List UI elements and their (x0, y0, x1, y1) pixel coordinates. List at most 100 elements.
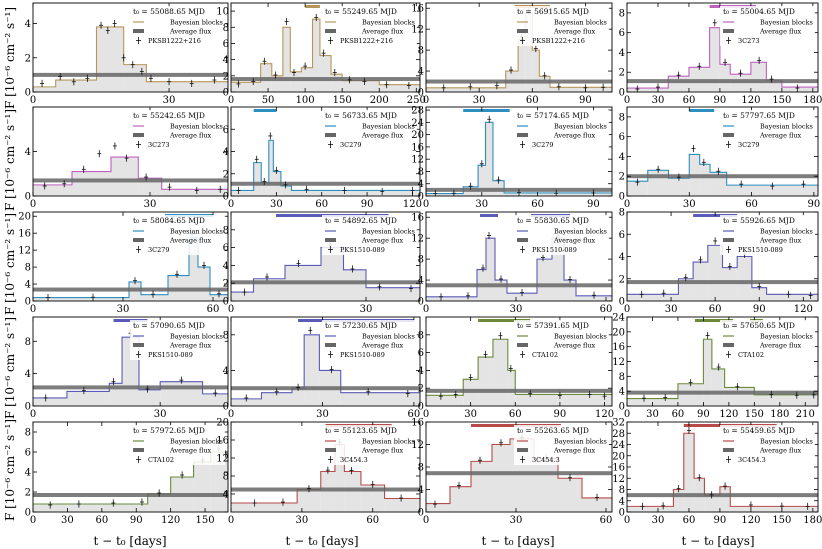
panel-1-data-point-6 (105, 26, 110, 34)
panel-16-ytick-label-4: 12 (612, 357, 625, 368)
panel-20-xtick-label-3: 60 (683, 515, 696, 526)
panel-2-block-fill-11 (379, 84, 420, 92)
panel-12-block-fill-1 (627, 294, 679, 301)
panel-17-frame (32, 421, 229, 513)
panel-11-legend-avg-swatch (517, 238, 528, 242)
panel-9-block-fill-7 (210, 294, 228, 301)
panel-5-data-point-6 (124, 154, 129, 162)
panel-16-flare-bar-1 (694, 319, 734, 322)
panel-2-xtick-label-6: 250 (407, 95, 426, 106)
panel-17-ytick-label-4: 6 (25, 448, 31, 459)
panel-3-data-point-9 (556, 83, 561, 91)
panel-18-average-flux-band (231, 487, 420, 492)
panel-20-data-point-4 (686, 426, 691, 435)
panel-2-data-point-9 (321, 49, 326, 57)
panel-12-ytick-label-5: 8 (619, 208, 625, 219)
panel-5-average-flux-band (33, 178, 228, 183)
panel-20-block-fill-2 (673, 489, 684, 512)
panel-20-data-point-1 (640, 502, 645, 510)
panel-2-legend: t₀ = 55249.65 MJD Bayesian blocksAverage … (322, 6, 417, 46)
panel-15-average-flux-band (426, 388, 612, 393)
panel-18-legend-avg-label: Average flux (361, 447, 404, 455)
panel-18-block-fill-1 (231, 503, 298, 512)
panel-19-ytick-label-2: 4 (418, 485, 424, 496)
panel-17-legend-avg-swatch (133, 448, 144, 452)
panel-15-data-point-6 (508, 365, 513, 373)
panel-3-ytick-label-2: 4 (418, 67, 424, 78)
panel-14-frame (230, 316, 421, 407)
panel-19-block-fill-6 (534, 458, 558, 512)
panel-8-xtick-label-1: 0 (624, 199, 630, 210)
panel-2-data-point-14 (406, 81, 411, 90)
panel-3-block-fill-4 (525, 13, 533, 92)
panel-11-data-point-5 (499, 275, 503, 283)
panel-2-data-point-2 (251, 77, 256, 86)
panel-15-xtick-label-5: 120 (595, 409, 614, 420)
panel-16-block-fill-2 (677, 383, 704, 406)
panel-6-block-fill-1 (231, 190, 254, 196)
panel-9-xtick-label-1: 0 (30, 304, 36, 315)
panel-19-legend-t0: t₀ = 55263.65 MJD (517, 426, 589, 435)
panel-16-xtick-label-8: 210 (796, 409, 815, 420)
panel-20-ytick-label-1: 0 (619, 508, 625, 519)
panel-3-data-point-1 (441, 84, 446, 92)
panel-17-legend: t₀ = 57972.65 MJD Bayesian blocksAverage … (130, 425, 225, 465)
panel-16-ytick-label-3: 8 (619, 372, 625, 383)
panel-13-block-fill-7 (202, 393, 228, 406)
panel-14-legend-t0: t₀ = 57230.65 MJD (325, 321, 397, 330)
panel-17-average-flux-band (33, 493, 228, 497)
panel-5-data-point-10 (218, 185, 223, 193)
panel-13-data-point-3 (111, 378, 116, 386)
panel-11-data-point-7 (541, 253, 545, 262)
panel-5-block-fill-2 (72, 171, 111, 196)
panel-12-data-point-9 (786, 290, 791, 298)
panel-20-xtick-label-4: 90 (714, 515, 727, 526)
panel-12-legend-source: PKS1510-089 (738, 246, 783, 254)
panel-18-data-point-4 (325, 466, 330, 474)
panel-11: 0 30 60 0 4 8 12 16 t₀ = 55830.65 MJD Bayesian bl… (411, 211, 613, 315)
panel-12-block-fill-4 (707, 245, 723, 301)
panel-7-xtick-label-2: 30 (475, 199, 488, 210)
panel-1-block-fill-2 (55, 80, 97, 92)
panel-7-ytick-label-7: 24 (411, 118, 424, 129)
panel-7-ytick-label-4: 12 (411, 155, 424, 166)
panel-16-xtick-label-6: 150 (745, 409, 764, 420)
panel-6-legend-blocks-label: Bayesian blocks (362, 123, 415, 131)
panel-2-data-point-1 (236, 80, 241, 88)
panel-2-block-fill-8 (319, 55, 332, 92)
panel-1-data-point-14 (212, 76, 217, 84)
panel-4-legend: t₀ = 55004.65 MJD Bayesian blocksAverage … (720, 6, 815, 46)
panel-2-data-point-10 (332, 69, 337, 77)
panel-6-bayesian-blocks-line (231, 139, 420, 191)
panel-5-ytick-label-2: 4 (25, 147, 31, 158)
panel-4-xtick-label-3: 60 (683, 95, 696, 106)
panel-1-legend-t0: t₀ = 55088.65 MJD (133, 7, 205, 16)
panel-8-ytick-label-1: 0 (619, 192, 625, 203)
panel-20-legend: t₀ = 55459.65 MJD Bayesian blocksAverage … (720, 425, 815, 465)
panel-5: 0 30 0 4 t₀ = 55242.65 MJD Bayesian blocksAve… (25, 106, 229, 210)
panel-4-ytick-label-3: 4 (619, 48, 625, 59)
panel-2-frame (230, 2, 421, 93)
panel-19-data-point-8 (595, 493, 599, 501)
panel-2-block-fill-7 (312, 19, 320, 92)
panel-6-data-point-4 (268, 132, 273, 140)
x-axis-label-col-1: t − t₀ [days] (93, 534, 166, 548)
panel-15-data-point-7 (528, 389, 533, 398)
panel-3-legend-avg-swatch (517, 29, 528, 33)
panel-4-block-fill-7 (750, 62, 767, 92)
panel-20-average-flux-band (627, 493, 818, 498)
x-axis-label-col-3: t − t₀ [days] (481, 534, 554, 548)
panel-11-xtick-label-3: 60 (600, 304, 613, 315)
panel-9-block-fill-6 (198, 267, 210, 301)
panel-3-legend-source: PKSB1222+216 (532, 37, 585, 45)
panel-1-frame (32, 2, 229, 93)
panel-12-legend-avg-swatch (723, 238, 734, 242)
panel-7-ytick-label-8: 28 (411, 106, 424, 117)
panel-13-block-fill-1 (33, 397, 67, 406)
panel-7-block-fill-6 (504, 192, 612, 196)
panel-5-data-point-1 (42, 182, 47, 190)
panel-4-legend-avg-swatch (723, 29, 734, 33)
panel-16-xtick-label-3: 60 (672, 409, 685, 420)
panel-3-block-fill-1 (426, 87, 506, 92)
panel-6-ytick-label-4: 6 (223, 125, 229, 136)
